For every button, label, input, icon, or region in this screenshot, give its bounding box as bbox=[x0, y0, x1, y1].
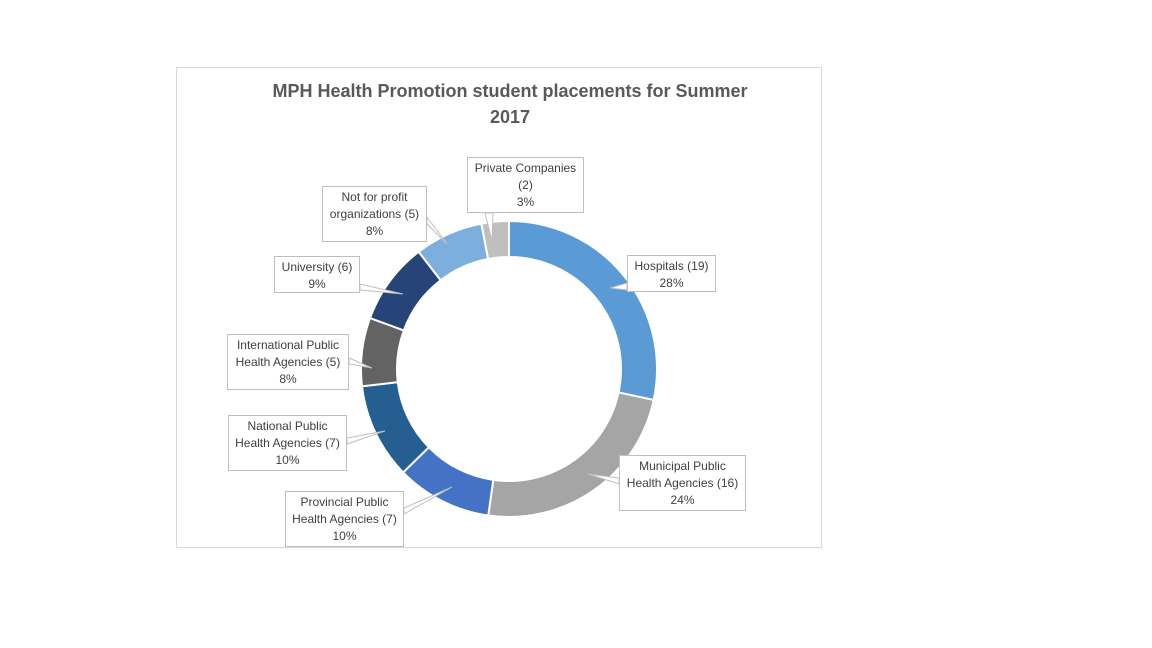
label-line: 10% bbox=[275, 453, 300, 467]
label-line: (2) bbox=[518, 178, 533, 192]
label-line: 10% bbox=[332, 529, 357, 543]
label-line: Hospitals (19) bbox=[634, 259, 709, 273]
label-line: 3% bbox=[516, 195, 535, 209]
leader-international bbox=[348, 357, 373, 369]
leader-provincial bbox=[403, 486, 453, 515]
donut-slice-hospitals bbox=[508, 219, 658, 402]
leader-nonprofit bbox=[426, 215, 448, 245]
donut-slices bbox=[360, 219, 658, 518]
data-label-hospitals: Hospitals (19) 28% bbox=[627, 255, 716, 292]
label-line: Health Agencies (7) bbox=[292, 512, 397, 526]
label-line: International Public bbox=[236, 338, 340, 352]
label-line: Health Agencies (7) bbox=[235, 436, 340, 450]
label-line: National Public bbox=[247, 419, 328, 433]
label-line: 28% bbox=[659, 276, 684, 290]
data-label-provincial: Provincial Public Health Agencies (7) 10… bbox=[285, 491, 404, 547]
label-line: University (6) bbox=[281, 260, 353, 274]
label-line: Municipal Public bbox=[639, 459, 726, 473]
leader-national bbox=[346, 430, 386, 445]
label-line: Private Companies bbox=[474, 161, 577, 175]
label-line: Provincial Public bbox=[300, 495, 389, 509]
data-label-national: National Public Health Agencies (7) 10% bbox=[228, 415, 347, 471]
data-label-university: University (6) 9% bbox=[274, 256, 360, 293]
label-line: 24% bbox=[670, 493, 695, 507]
data-label-municipal: Municipal Public Health Agencies (16) 24… bbox=[619, 455, 746, 511]
label-line: organizations (5) bbox=[329, 207, 420, 221]
label-leader-lines bbox=[346, 212, 628, 515]
chart-title: MPH Health Promotion student placements … bbox=[272, 81, 748, 127]
label-line: Not for profit bbox=[341, 190, 408, 204]
label-line: 8% bbox=[279, 372, 297, 386]
leader-private bbox=[484, 212, 494, 242]
data-label-nonprofit: Not for profit organizations (5) 8% bbox=[322, 186, 427, 242]
leader-university bbox=[359, 283, 404, 295]
label-line: Health Agencies (5) bbox=[235, 355, 341, 369]
label-line: 8% bbox=[365, 224, 384, 238]
label-line: Health Agencies (16) bbox=[626, 476, 739, 490]
data-label-private: Private Companies (2) 3% bbox=[467, 157, 584, 213]
data-label-international: International Public Health Agencies (5)… bbox=[227, 334, 349, 390]
label-line: 9% bbox=[308, 277, 326, 291]
